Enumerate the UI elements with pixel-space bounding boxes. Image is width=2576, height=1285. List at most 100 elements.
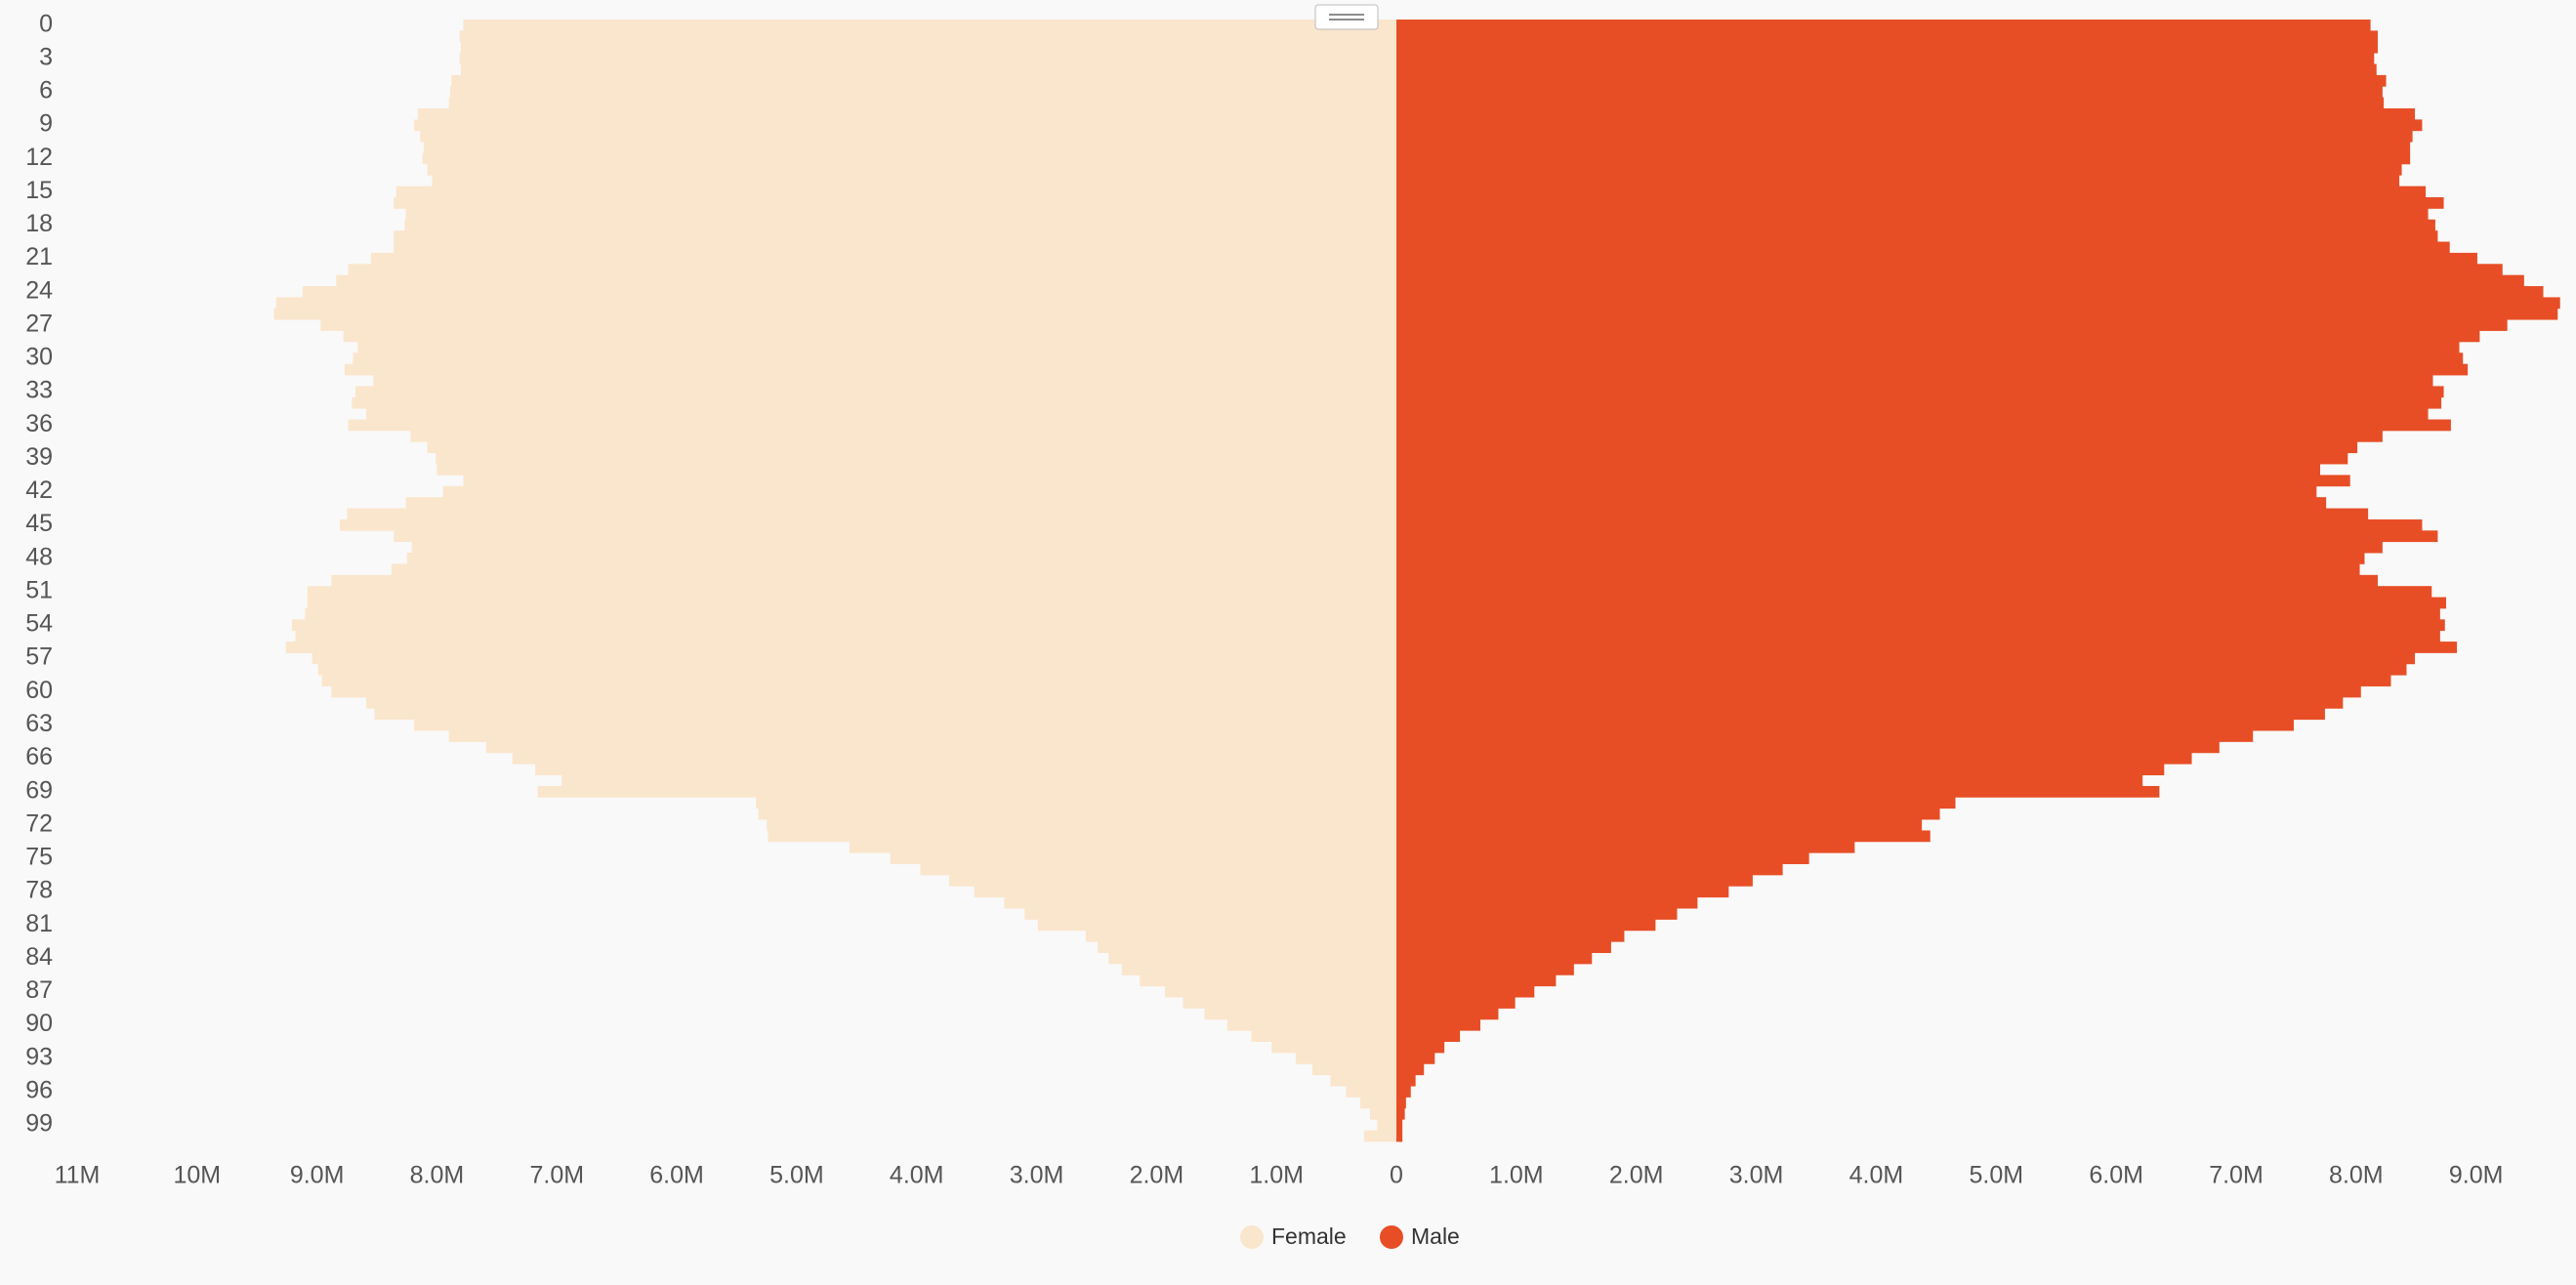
- bar: [1396, 663, 2407, 676]
- x-tick-label: 11M: [55, 1162, 101, 1189]
- bar: [370, 252, 1396, 265]
- bar: [535, 764, 1396, 775]
- bar: [1396, 574, 2378, 587]
- bar: [1396, 252, 2477, 265]
- bar: [974, 886, 1396, 898]
- bar: [1396, 119, 2423, 132]
- bar: [449, 86, 1396, 99]
- drag-handle[interactable]: [1314, 4, 1379, 30]
- bar: [1396, 53, 2375, 64]
- bar: [422, 152, 1396, 165]
- bar: [307, 586, 1396, 598]
- bar: [1396, 952, 1593, 965]
- bar: [374, 708, 1396, 721]
- y-tick-label: 30: [25, 344, 53, 371]
- bar: [365, 408, 1396, 420]
- bar: [352, 396, 1396, 409]
- bar: [768, 830, 1396, 843]
- bar: [307, 597, 1396, 609]
- bar: [1396, 375, 2433, 387]
- bar: [1396, 1041, 1445, 1054]
- bar: [1396, 30, 2378, 43]
- bar: [436, 464, 1396, 476]
- y-tick-label: 54: [25, 610, 53, 638]
- bar: [357, 341, 1396, 353]
- bar: [1396, 785, 2160, 798]
- bar: [1396, 163, 2402, 176]
- bars: [273, 20, 2560, 1142]
- bar: [1396, 896, 1698, 909]
- bar: [432, 175, 1396, 187]
- bar: [1204, 1008, 1396, 1020]
- bar: [1396, 919, 1656, 932]
- bar: [1098, 941, 1396, 954]
- bar: [512, 752, 1396, 765]
- bar: [1396, 241, 2450, 254]
- bar: [354, 386, 1396, 398]
- bar: [537, 785, 1396, 798]
- bar: [1396, 63, 2377, 76]
- legend-swatch: [1240, 1225, 1264, 1249]
- bar: [1396, 475, 2350, 487]
- bar: [1396, 874, 1753, 887]
- bar: [459, 30, 1396, 43]
- bar: [394, 197, 1396, 209]
- y-tick-label: 0: [39, 10, 53, 37]
- bar: [1396, 830, 1931, 843]
- bar: [1396, 1130, 1403, 1142]
- bar: [1024, 908, 1396, 920]
- y-tick-label: 3: [39, 43, 53, 70]
- bar: [1396, 1107, 1405, 1120]
- bar: [1396, 430, 2383, 442]
- bar: [442, 485, 1396, 498]
- bar: [1396, 1008, 1499, 1020]
- bar: [423, 142, 1396, 153]
- bar: [451, 74, 1396, 87]
- bar: [343, 330, 1396, 343]
- y-tick-label: 27: [25, 310, 53, 337]
- bar: [1396, 997, 1516, 1009]
- bar: [1004, 896, 1396, 909]
- bar: [1396, 264, 2503, 276]
- bar: [295, 630, 1397, 642]
- bar: [1396, 341, 2460, 353]
- bar: [391, 563, 1396, 576]
- y-tick-label: 87: [25, 976, 53, 1004]
- bar: [1396, 419, 2451, 432]
- y-tick-label: 72: [25, 809, 53, 837]
- x-tick-label: 6.0M: [2089, 1162, 2143, 1189]
- bar: [1271, 1041, 1396, 1054]
- bar: [427, 163, 1396, 176]
- bar: [1360, 1097, 1396, 1109]
- bar: [1396, 808, 1940, 820]
- bar: [414, 719, 1396, 731]
- bar: [1396, 652, 2416, 665]
- bar: [394, 241, 1396, 254]
- bar: [1396, 963, 1574, 975]
- bar: [1183, 997, 1396, 1009]
- bar: [1396, 607, 2440, 620]
- bar: [1295, 1052, 1396, 1064]
- bar: [1396, 1119, 1403, 1132]
- bar: [1140, 974, 1396, 987]
- bar: [1396, 396, 2442, 409]
- bar: [1396, 363, 2469, 376]
- bar: [463, 475, 1396, 487]
- bar: [1396, 685, 2361, 698]
- bar: [411, 541, 1396, 554]
- bar: [1396, 974, 1557, 987]
- bar: [1396, 386, 2444, 398]
- bar: [436, 452, 1397, 465]
- y-tick-label: 78: [25, 877, 53, 904]
- x-tick-label: 1.0M: [1249, 1162, 1304, 1189]
- bar: [1396, 741, 2220, 754]
- y-tick-label: 66: [25, 743, 53, 770]
- bar: [1396, 1074, 1416, 1087]
- bar: [1396, 553, 2365, 564]
- bar: [1396, 675, 2391, 686]
- y-tick-label: 93: [25, 1043, 53, 1070]
- bar: [461, 41, 1396, 54]
- bar: [1396, 441, 2358, 454]
- bar: [1396, 20, 2371, 31]
